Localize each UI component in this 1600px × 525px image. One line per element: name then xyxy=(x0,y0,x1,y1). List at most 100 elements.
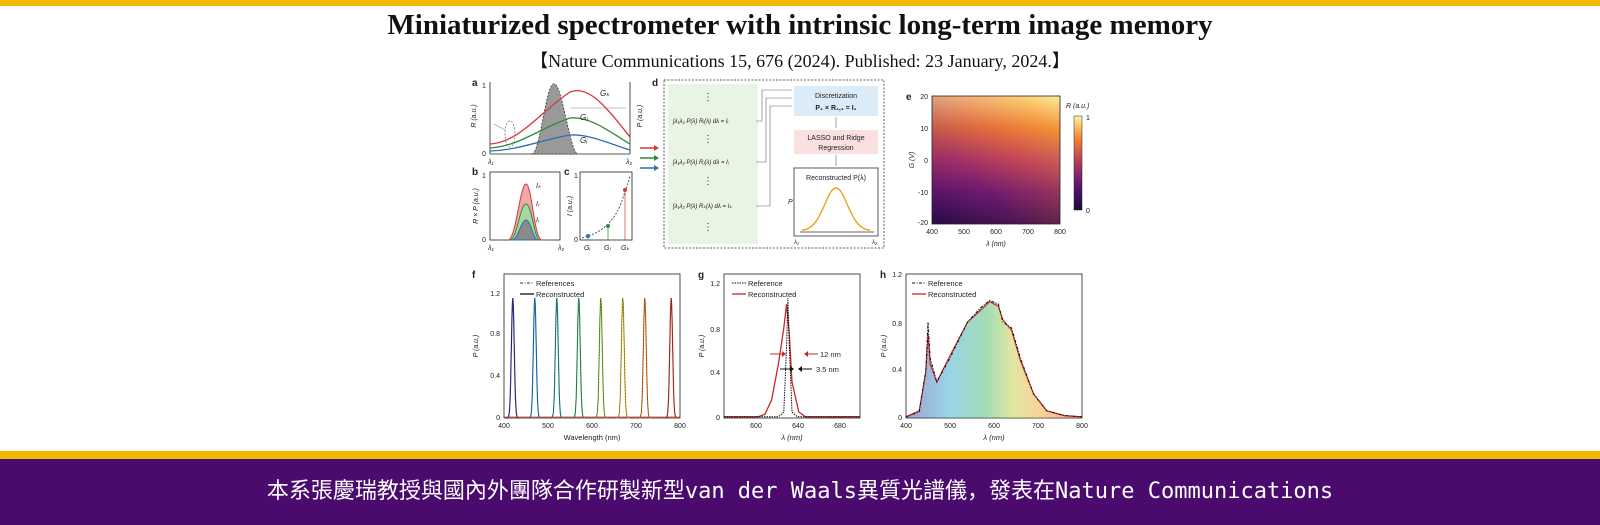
f-peak-reference xyxy=(550,297,563,419)
f-peak-reference xyxy=(665,297,678,419)
colorbar-label: R (a.u.) xyxy=(1066,103,1089,110)
h-ylabel: P (a.u.) xyxy=(881,335,888,358)
f-peak xyxy=(572,297,585,419)
panel-letter-f: f xyxy=(472,270,476,281)
a-xtick-l2: λ₂ xyxy=(625,159,632,166)
c-xtick-gi: Gᵢ xyxy=(584,245,590,252)
h-legend-reference: Reference xyxy=(928,279,963,288)
e-ytick-20: 20 xyxy=(920,94,928,101)
h-xtick-400: 400 xyxy=(900,423,912,430)
c-xtick-gj: Gⱼ xyxy=(604,245,611,252)
panel-c-plot: I (a.u.) Gᵢ Gⱼ Gₖ 1 0 xyxy=(567,171,633,252)
e-ytick-m20: -20 xyxy=(918,220,928,227)
a-xtick-l1: λ₁ xyxy=(487,159,494,166)
panel-letter-c: c xyxy=(564,167,570,178)
e-xtick-800: 800 xyxy=(1054,229,1066,236)
colorbar-tick-0: 0 xyxy=(1086,208,1090,215)
f-legend-references: References xyxy=(536,279,575,288)
g-ylabel: P (a.u.) xyxy=(699,335,706,358)
regression-label-1: LASSO and Ridge xyxy=(807,135,864,142)
g-legend-reference: Reference xyxy=(748,279,783,288)
d-ylabel: P xyxy=(788,199,793,206)
f-ytick-0.4: 0.4 xyxy=(490,373,500,380)
panel-g-plot: Reference Reconstructed 12 nm 3.5 nm P (… xyxy=(699,273,861,442)
label-gj: Gⱼ xyxy=(580,113,588,122)
equation-j: ∫λ₁λ₂ P(λ) Rⱼ(λ) dλ = Iⱼ xyxy=(672,159,730,166)
g-ytick-0.8: 0.8 xyxy=(710,327,720,334)
g-annotation-3.5nm: 3.5 nm xyxy=(816,365,839,374)
e-ytick-10: 10 xyxy=(920,126,928,133)
h-xlabel: λ (nm) xyxy=(982,433,1005,442)
h-ytick-0.4: 0.4 xyxy=(892,367,902,374)
panel-a-plot: Gₖ Gⱼ Gᵢ R (a.u.) P (a.u.) λ₁ λ₂ 1 0 xyxy=(471,82,644,166)
colorbar-tick-1: 1 xyxy=(1086,115,1090,122)
banner-caption: 本系張慶瑞教授與國內外團隊合作研製新型van der Waals異質光譜儀，發表… xyxy=(266,479,1334,504)
a-ylabel-left: R (a.u.) xyxy=(471,104,478,127)
f-peak-reference xyxy=(616,297,629,419)
label-ik: Iₖ xyxy=(536,183,542,190)
h-rainbow-fill xyxy=(906,300,1082,418)
h-ytick-0: 0 xyxy=(898,415,902,422)
h-reference-line xyxy=(905,299,1083,418)
d-xtick-l2: λ₂ xyxy=(871,240,878,246)
svg-text:⋮: ⋮ xyxy=(703,222,713,233)
f-peak-reference xyxy=(638,297,651,419)
label-ij: Iⱼ xyxy=(536,201,540,208)
equation-k: ∫λ₁λ₂ P(λ) Rₖ(λ) dλ = Iₖ xyxy=(672,203,732,210)
svg-text:⋮: ⋮ xyxy=(703,92,713,103)
g-xlabel: λ (nm) xyxy=(780,433,803,442)
top-accent-bar xyxy=(0,0,1600,6)
reconstructed-box-title: Reconstructed P(λ) xyxy=(806,175,866,182)
f-peak xyxy=(616,297,629,419)
f-peak-reference xyxy=(594,297,607,419)
panel-h-plot: Reference Reconstructed P (a.u.) 1.2 0.8… xyxy=(881,272,1088,442)
panel-letter-a: a xyxy=(472,78,478,89)
g-legend-reconstructed: Reconstructed xyxy=(748,290,796,299)
a-ytick-0: 0 xyxy=(482,151,486,158)
label-gi: Gᵢ xyxy=(580,136,588,145)
regression-label-2: Regression xyxy=(818,145,854,152)
f-peak xyxy=(638,297,651,419)
b-ytick-1: 1 xyxy=(482,173,486,180)
f-ytick-0.8: 0.8 xyxy=(490,331,500,338)
panel-letter-d: d xyxy=(652,78,658,89)
c-ytick-0: 0 xyxy=(574,237,578,244)
g-annotation-12nm: 12 nm xyxy=(820,350,841,359)
equation-i: ∫λ₁λ₂ P(λ) Rᵢ(λ) dλ = Iᵢ xyxy=(672,118,729,125)
panel-letter-b: b xyxy=(472,167,478,178)
spectrum-shaded-peak xyxy=(531,83,579,155)
b-ytick-0: 0 xyxy=(482,237,486,244)
b-xtick-l1: λ₁ xyxy=(487,245,494,252)
panel-d-flow: ⋮ ∫λ₁λ₂ P(λ) Rᵢ(λ) dλ = Iᵢ ⋮ ∫λ₁λ₂ P(λ) … xyxy=(663,79,885,249)
h-legend-reconstructed: Reconstructed xyxy=(928,290,976,299)
b-ylabel: R × P (a.u.) xyxy=(473,188,480,224)
panel-e-heatmap: R (a.u.) 1 0 G (V) 20 10 0 -10 -20 400 5… xyxy=(909,94,1090,248)
curve-gj xyxy=(489,117,631,149)
gold-stripe xyxy=(0,451,1600,459)
svg-text:⋮: ⋮ xyxy=(703,134,713,145)
f-peaks-group xyxy=(504,297,680,419)
f-xlabel: Wavelength (nm) xyxy=(564,433,621,442)
g-ytick-1.2: 1.2 xyxy=(710,281,720,288)
e-xtick-400: 400 xyxy=(926,229,938,236)
e-xtick-600: 600 xyxy=(990,229,1002,236)
f-peak xyxy=(528,297,541,419)
h-xtick-700: 700 xyxy=(1032,423,1044,430)
paper-figure: a Gₖ Gⱼ Gᵢ R (a.u.) P (a.u.) λ₁ λ₂ 1 0 b… xyxy=(470,72,1120,450)
h-ytick-0.8: 0.8 xyxy=(892,321,902,328)
f-ytick-1.2: 1.2 xyxy=(490,291,500,298)
f-ytick-0: 0 xyxy=(496,415,500,422)
d-xtick-l1: λ₁ xyxy=(793,240,799,246)
f-xtick-800: 800 xyxy=(674,423,686,430)
curve-gk xyxy=(489,89,631,145)
g-reconstructed-line xyxy=(724,303,860,418)
label-gk: Gₖ xyxy=(600,89,610,98)
c-ytick-1: 1 xyxy=(574,173,578,180)
g-ytick-0: 0 xyxy=(716,415,720,422)
e-ytick-m10: -10 xyxy=(918,190,928,197)
f-ylabel: P (a.u.) xyxy=(473,335,480,358)
discretization-equation: P₁ × R₁,₁ = I₁ xyxy=(815,105,856,112)
e-xtick-700: 700 xyxy=(1022,229,1034,236)
g-xtick-680: 680 xyxy=(834,423,846,430)
f-xtick-700: 700 xyxy=(630,423,642,430)
